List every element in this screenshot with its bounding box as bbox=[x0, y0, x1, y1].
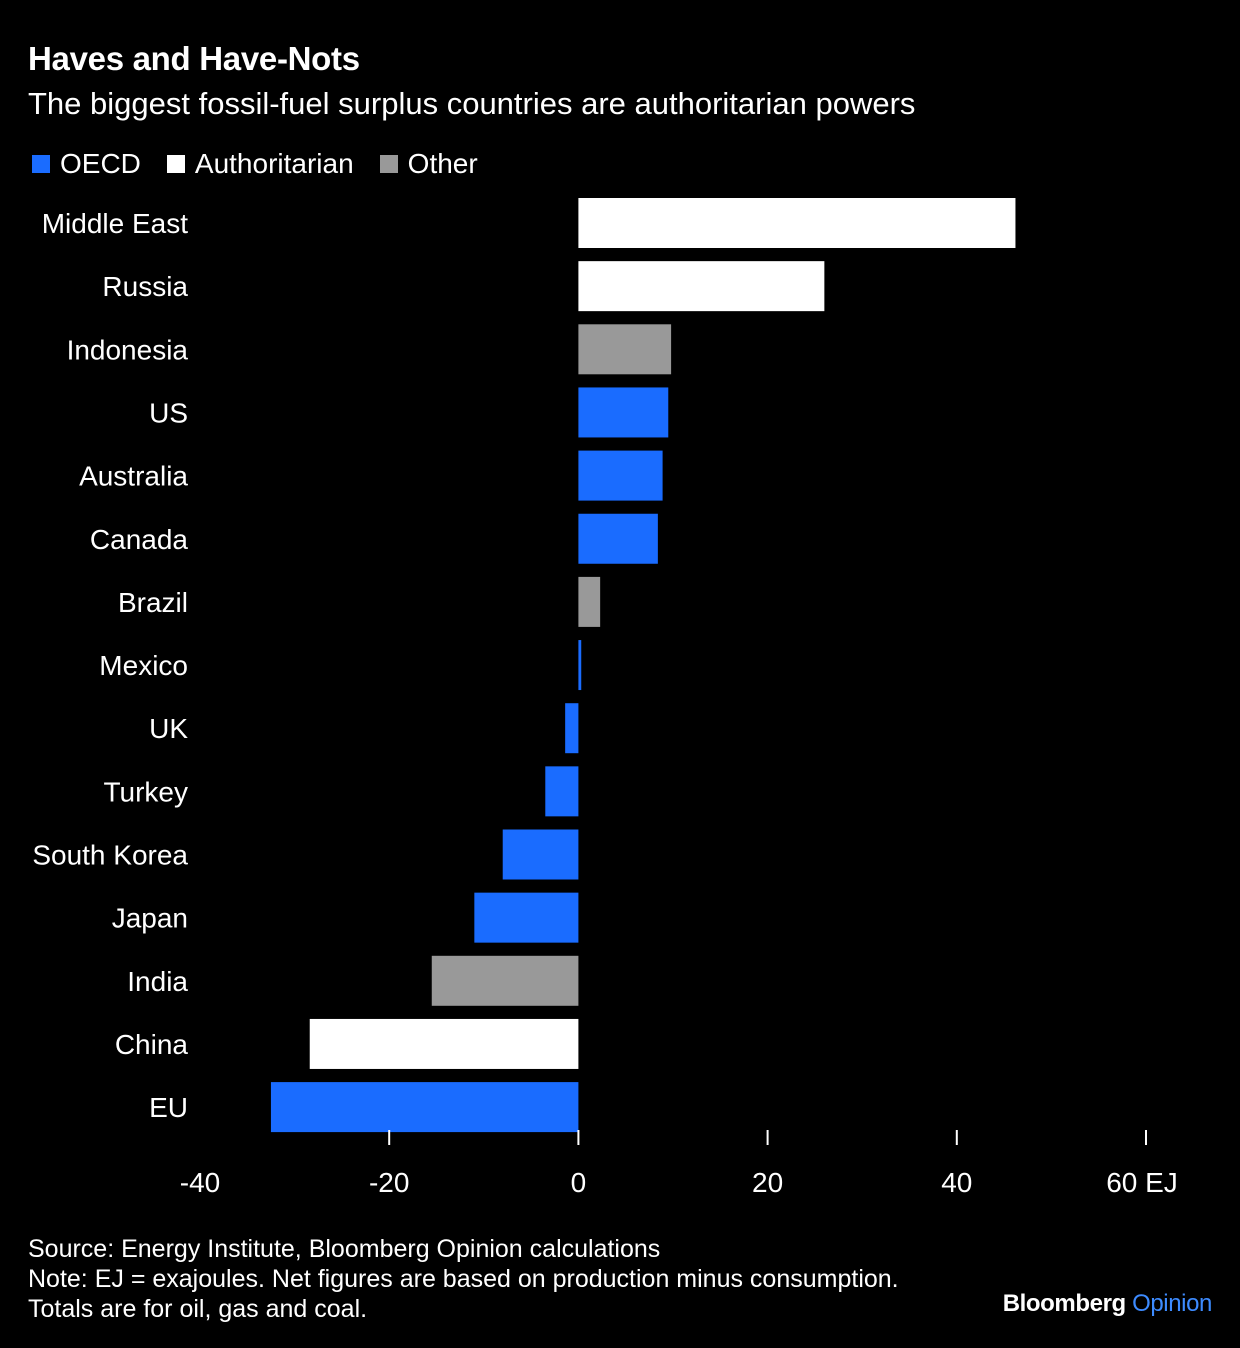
bar-mexico bbox=[578, 640, 582, 691]
category-label-uk: UK bbox=[149, 713, 188, 744]
category-label-brazil: Brazil bbox=[118, 587, 188, 618]
bar-australia bbox=[578, 450, 663, 501]
chart-title: Haves and Have-Nots bbox=[28, 40, 360, 77]
x-tick-label: -40 bbox=[180, 1167, 220, 1198]
bar-uk bbox=[565, 703, 579, 754]
brand-logo: Bloomberg Opinion bbox=[1002, 1290, 1213, 1318]
legend-swatch-other bbox=[379, 155, 398, 173]
x-tick-label: 40 bbox=[941, 1167, 972, 1198]
bar-india bbox=[431, 955, 579, 1006]
bar-china bbox=[309, 1018, 579, 1069]
x-tick-label: -20 bbox=[369, 1167, 409, 1198]
category-label-turkey: Turkey bbox=[103, 776, 188, 807]
category-label-mexico: Mexico bbox=[99, 650, 188, 681]
category-label-india: India bbox=[127, 966, 188, 997]
category-label-eu: EU bbox=[149, 1092, 188, 1123]
legend-item-oecd: OECD bbox=[32, 148, 141, 180]
bar-chart: Middle East Russia Indonesia US Australia Can… bbox=[32, 198, 1178, 1198]
legend-item-authoritarian: Authoritarian bbox=[166, 148, 354, 180]
legend-swatch-authoritarian bbox=[166, 155, 185, 173]
legend-item-other: Other bbox=[379, 148, 478, 180]
definition-note: Note: EJ = exajoules. Net figures are ba… bbox=[28, 1265, 899, 1293]
bar-us bbox=[578, 387, 669, 438]
bar-south-korea bbox=[502, 829, 579, 880]
bar-canada bbox=[578, 513, 658, 564]
legend-label-other: Other bbox=[407, 148, 478, 179]
legend-swatch-oecd bbox=[32, 155, 50, 173]
legend-label-authoritarian: Authoritarian bbox=[194, 148, 354, 179]
footer-notes: Source: Energy Institute, Bloomberg Opin… bbox=[28, 1234, 899, 1324]
x-tick-label: 20 bbox=[752, 1167, 783, 1198]
category-label-japan: Japan bbox=[112, 903, 188, 934]
bar-turkey bbox=[545, 766, 579, 817]
category-label-indonesia: Indonesia bbox=[67, 334, 189, 365]
totals-note: Totals are for oil, gas and coal. bbox=[28, 1295, 368, 1323]
category-label-australia: Australia bbox=[79, 461, 188, 492]
category-label-russia: Russia bbox=[102, 271, 188, 302]
bar-eu bbox=[270, 1082, 579, 1133]
bar-indonesia bbox=[578, 324, 672, 375]
category-label-china: China bbox=[115, 1029, 189, 1060]
category-label-canada: Canada bbox=[90, 524, 189, 555]
legend-label-oecd: OECD bbox=[60, 148, 141, 179]
brand-section: Opinion bbox=[1132, 1290, 1212, 1317]
x-tick-label: 0 bbox=[571, 1167, 587, 1198]
category-label-us: US bbox=[149, 397, 188, 428]
bar-brazil bbox=[578, 576, 601, 627]
bar-japan bbox=[474, 892, 579, 943]
chart-subtitle: The biggest fossil-fuel surplus countrie… bbox=[28, 86, 916, 121]
category-label-middle-east: Middle East bbox=[42, 208, 189, 239]
category-label-south-korea: South Korea bbox=[32, 840, 188, 871]
bar-russia bbox=[578, 261, 825, 312]
legend: OECD Authoritarian Other bbox=[32, 148, 504, 180]
bar-middle-east bbox=[578, 198, 1016, 248]
x-tick-label: 60 EJ bbox=[1106, 1167, 1178, 1198]
source-note: Source: Energy Institute, Bloomberg Opin… bbox=[28, 1235, 661, 1263]
brand-name: Bloomberg bbox=[1002, 1290, 1126, 1317]
